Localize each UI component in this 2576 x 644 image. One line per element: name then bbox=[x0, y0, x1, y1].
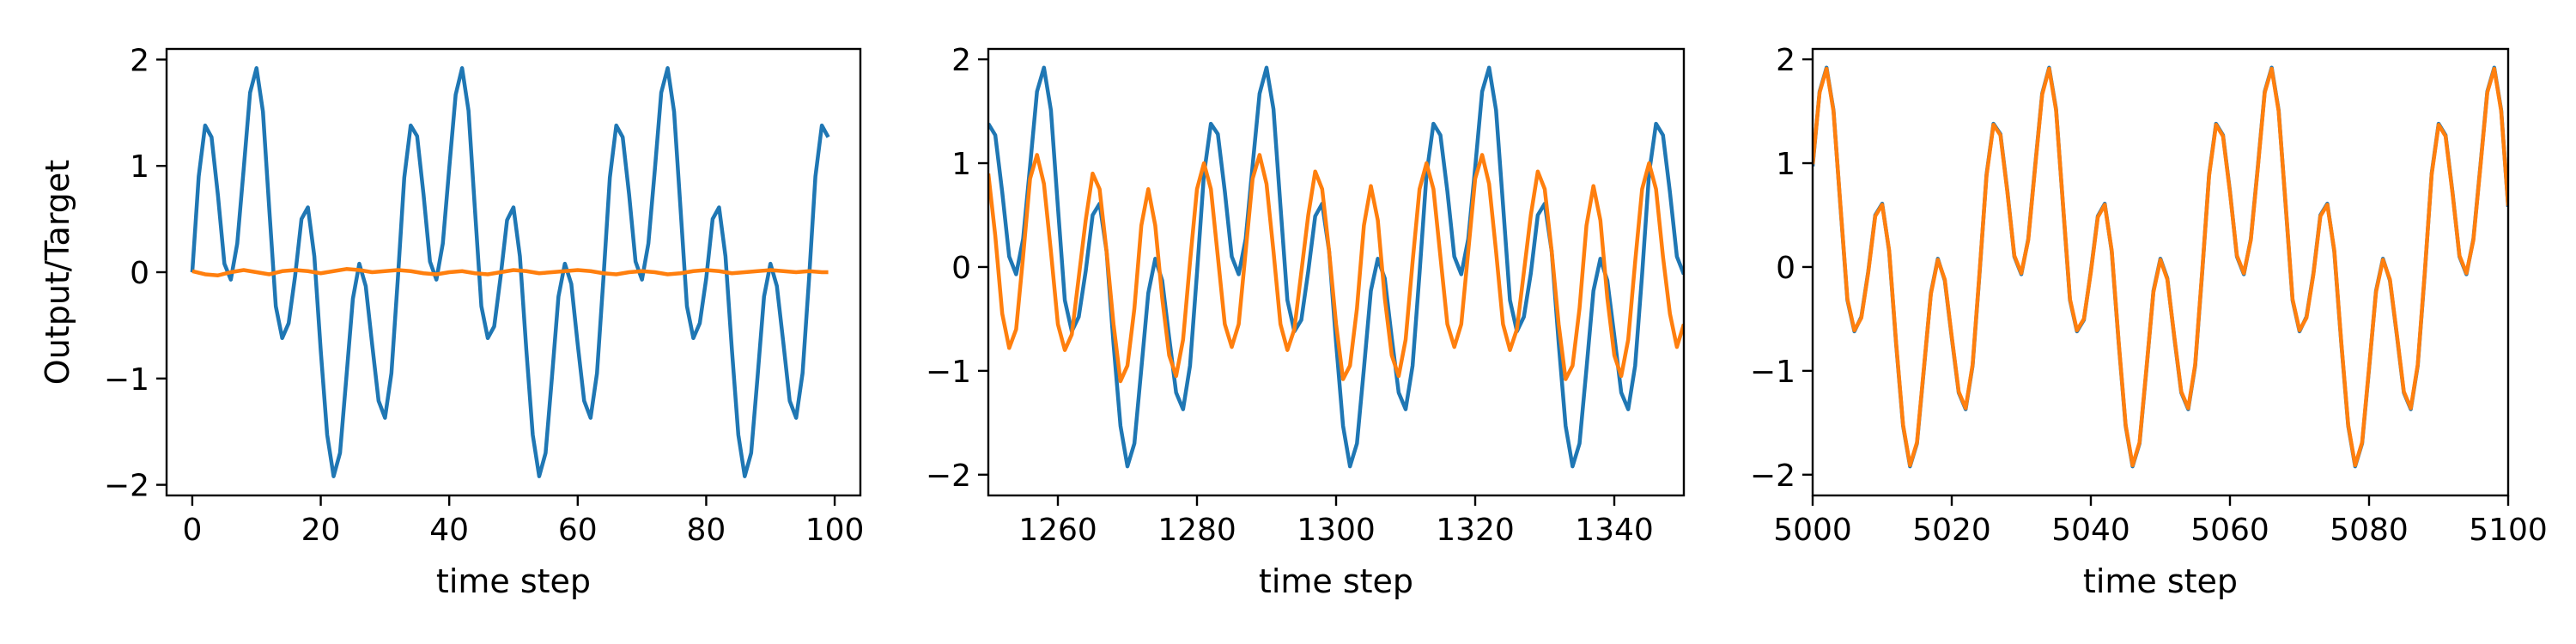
plot-frame bbox=[1811, 47, 2510, 497]
subplot-middle: 1260 1280 1300 1320 1340 −2 −1 0 1 2 time step bbox=[926, 43, 1686, 600]
x-tick-label: 5100 bbox=[2469, 513, 2548, 548]
x-tick-label: 5080 bbox=[2330, 513, 2409, 548]
x-tick-label: 20 bbox=[301, 513, 341, 548]
y-tick-label: 1 bbox=[1776, 147, 1795, 182]
y-tick-label: 2 bbox=[1776, 43, 1795, 78]
x-tick-label: 60 bbox=[558, 513, 598, 548]
series-line-blue bbox=[988, 65, 1684, 469]
y-tick-label: −2 bbox=[926, 459, 971, 494]
x-tick-label: 0 bbox=[182, 513, 202, 548]
series-line-blue bbox=[190, 66, 830, 478]
x-axis-label: time step bbox=[1259, 562, 1413, 600]
x-tick-label: 5000 bbox=[1773, 513, 1852, 548]
subplot-right: 5000 5020 5040 5060 5080 5100 −2 −1 0 1 2 time step bbox=[1750, 43, 2548, 600]
y-tick-label: 1 bbox=[130, 149, 149, 185]
x-tick-label: 1340 bbox=[1575, 513, 1654, 548]
x-tick-label: 80 bbox=[687, 513, 726, 548]
y-tick-label: −1 bbox=[104, 362, 149, 398]
x-tick-label: 5040 bbox=[2051, 513, 2130, 548]
y-tick-label: −2 bbox=[1750, 459, 1795, 494]
x-tick-label: 5060 bbox=[2190, 513, 2269, 548]
y-tick-label: 0 bbox=[951, 251, 971, 286]
y-axis-label: Output/Target bbox=[39, 160, 76, 385]
x-axis-label: time step bbox=[2083, 562, 2238, 600]
x-tick-label: 1300 bbox=[1297, 513, 1376, 548]
y-tick-label: −1 bbox=[926, 355, 971, 390]
x-axis-label: time step bbox=[436, 562, 591, 600]
y-tick-label: 2 bbox=[951, 43, 971, 78]
subplot-left: 0 20 40 60 80 100 −2 −1 0 1 2 time step Output/Targe… bbox=[39, 43, 864, 600]
y-tick-label: 1 bbox=[951, 147, 971, 182]
y-tick-label: 0 bbox=[1776, 251, 1795, 286]
series-line-orange bbox=[191, 267, 829, 277]
y-tick-label: 0 bbox=[130, 256, 149, 291]
y-tick-label: −2 bbox=[104, 469, 149, 504]
series-line-orange bbox=[1813, 66, 2508, 468]
y-tick-label: 2 bbox=[130, 43, 149, 78]
x-tick-label: 1280 bbox=[1157, 513, 1236, 548]
x-tick-label: 40 bbox=[429, 513, 469, 548]
series-line-orange bbox=[988, 153, 1684, 384]
x-tick-label: 1320 bbox=[1436, 513, 1515, 548]
x-tick-label: 5020 bbox=[1912, 513, 1991, 548]
y-tick-label: −1 bbox=[1750, 355, 1795, 390]
x-tick-label: 1260 bbox=[1018, 513, 1097, 548]
x-tick-label: 100 bbox=[805, 513, 865, 548]
